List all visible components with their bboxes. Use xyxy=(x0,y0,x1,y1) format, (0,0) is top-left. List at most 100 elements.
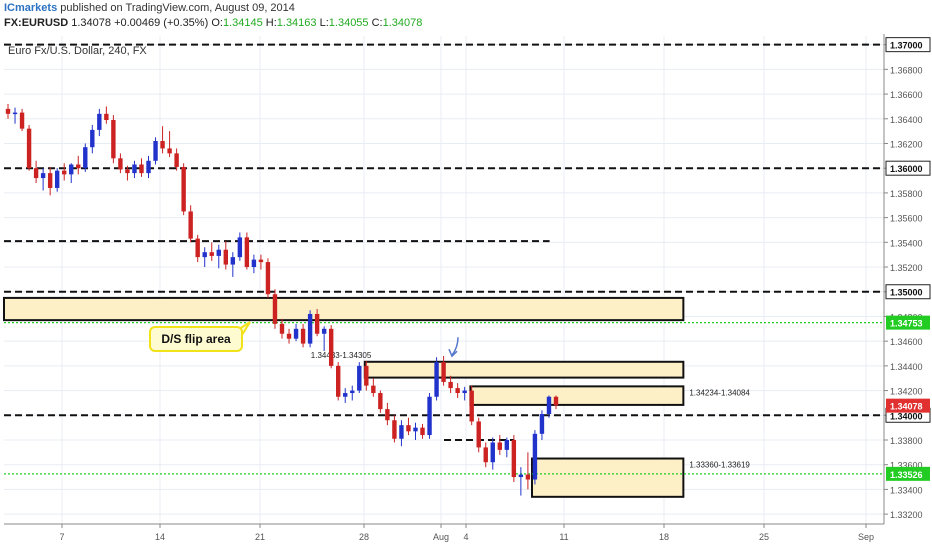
close-value: 1.34078 xyxy=(382,17,423,29)
last-price: 1.34078 xyxy=(71,17,111,29)
candle-body xyxy=(12,112,18,115)
candle-body xyxy=(385,409,390,421)
candle-body xyxy=(553,396,559,406)
chart-header: ICmarkets published on TradingView.com, … xyxy=(0,0,932,34)
candle-body xyxy=(111,120,116,159)
candle-body xyxy=(216,249,221,256)
candle-body xyxy=(336,365,341,397)
price-change: +0.00469 (+0.35%) xyxy=(114,17,209,29)
y-tick-label: 1.34200 xyxy=(890,387,923,397)
flip-area-callout xyxy=(149,326,243,352)
symbol-label: FX:EURUSD xyxy=(4,17,69,29)
candle-body xyxy=(434,362,439,397)
zone-label: 1.34234-1.34084 xyxy=(689,388,750,397)
eurusd-candlestick-chart[interactable]: 1.34433-1.34305 1.34234-1.34084 1.33360-1.… xyxy=(0,34,932,550)
price-level-tag xyxy=(885,284,931,300)
candle-body xyxy=(441,362,446,382)
close-label: C: xyxy=(371,17,383,29)
candle-body xyxy=(455,388,460,394)
candle-body xyxy=(279,323,285,334)
candle-body xyxy=(237,237,243,258)
candle-body xyxy=(160,141,165,149)
annotations: D/S flip area xyxy=(149,321,459,358)
candle-body xyxy=(328,328,334,366)
candle-body xyxy=(97,113,102,130)
price-level-tag-text: 1.35000 xyxy=(890,288,923,298)
high-value: 1.34163 xyxy=(276,17,317,29)
candle-body xyxy=(448,381,453,389)
last-price-tag xyxy=(886,398,930,413)
candle-body xyxy=(223,249,228,265)
high-label: H: xyxy=(265,17,277,29)
zone-1 xyxy=(363,360,685,379)
low-value: 1.34055 xyxy=(328,17,369,29)
y-tick-label: 1.36400 xyxy=(890,115,923,125)
candle-body xyxy=(33,168,39,179)
candle-body xyxy=(244,237,250,268)
candle-body xyxy=(139,164,144,174)
candle-body xyxy=(251,259,257,268)
candle-body xyxy=(132,164,137,174)
y-tick-label: 1.36800 xyxy=(890,65,923,75)
candle-body xyxy=(5,108,11,114)
horizontal-levels xyxy=(4,43,884,475)
grid xyxy=(4,36,884,524)
candle-body xyxy=(19,112,25,129)
x-tick-label: Sep xyxy=(858,532,874,542)
author-link[interactable]: ICmarkets xyxy=(4,2,58,14)
candle-body xyxy=(181,166,186,212)
x-tick-label: 14 xyxy=(155,532,165,542)
candle-body xyxy=(153,141,158,161)
candle-body xyxy=(511,439,517,478)
candle-body xyxy=(378,393,383,410)
swing-high-arrow xyxy=(451,337,459,356)
zone-0 xyxy=(3,296,685,322)
x-tick-label: 11 xyxy=(559,532,568,542)
candle-body xyxy=(104,113,109,121)
y-tick-label: 1.34400 xyxy=(890,362,923,372)
candles xyxy=(5,103,559,496)
zone-label: 1.33360-1.33619 xyxy=(689,461,750,470)
last-price-tag-text: 1.34078 xyxy=(890,402,923,412)
candle-body xyxy=(40,173,46,179)
candle-body xyxy=(392,420,397,439)
candle-body xyxy=(26,128,32,169)
price-level-tag-text: 1.34753 xyxy=(890,319,923,329)
x-tick-label: 28 xyxy=(359,532,369,542)
candle-body xyxy=(546,396,552,415)
price-level-tag-text: 1.33526 xyxy=(890,470,923,480)
price-level-tag-text: 1.36000 xyxy=(890,164,923,174)
x-tick-label: 4 xyxy=(463,532,468,542)
candle-body xyxy=(343,393,348,397)
y-tick-label: 1.35400 xyxy=(890,238,923,248)
candle-body xyxy=(364,365,369,386)
candle-body xyxy=(195,238,200,258)
candle-body xyxy=(518,474,524,478)
zone-3 xyxy=(531,457,685,498)
y-tick-label: 1.36200 xyxy=(890,139,923,149)
y-tick-label: 1.36600 xyxy=(890,90,923,100)
price-level-tag xyxy=(886,315,930,330)
y-tick-label: 1.33400 xyxy=(890,485,923,495)
x-tick-label: 7 xyxy=(59,532,64,542)
open-label: O: xyxy=(211,17,223,29)
x-tick-label: Aug xyxy=(433,532,449,542)
candle-body xyxy=(286,333,292,339)
price-axis[interactable]: 1.33200 1.33400 1.33600 1.33800 1.34000 1.342… xyxy=(883,34,932,550)
y-tick-label: 1.35200 xyxy=(890,263,923,273)
candle-body xyxy=(230,257,236,265)
candle-body xyxy=(167,148,172,154)
y-tick-label: 1.34600 xyxy=(890,337,923,347)
flip-area-label: D/S flip area xyxy=(161,332,231,346)
candle-body xyxy=(350,390,355,394)
candle-body xyxy=(76,164,81,169)
time-axis[interactable]: 7 14 21 28 Aug 4 11 18 25 Sep xyxy=(4,523,884,542)
candle-body xyxy=(483,447,488,463)
candle-body xyxy=(539,414,545,434)
candle-body xyxy=(293,328,299,339)
y-tick-label: 1.35800 xyxy=(890,189,923,199)
open-value: 1.34145 xyxy=(222,17,263,29)
candle-body xyxy=(321,328,327,334)
candle-body xyxy=(83,147,88,169)
candle-body xyxy=(174,153,179,167)
